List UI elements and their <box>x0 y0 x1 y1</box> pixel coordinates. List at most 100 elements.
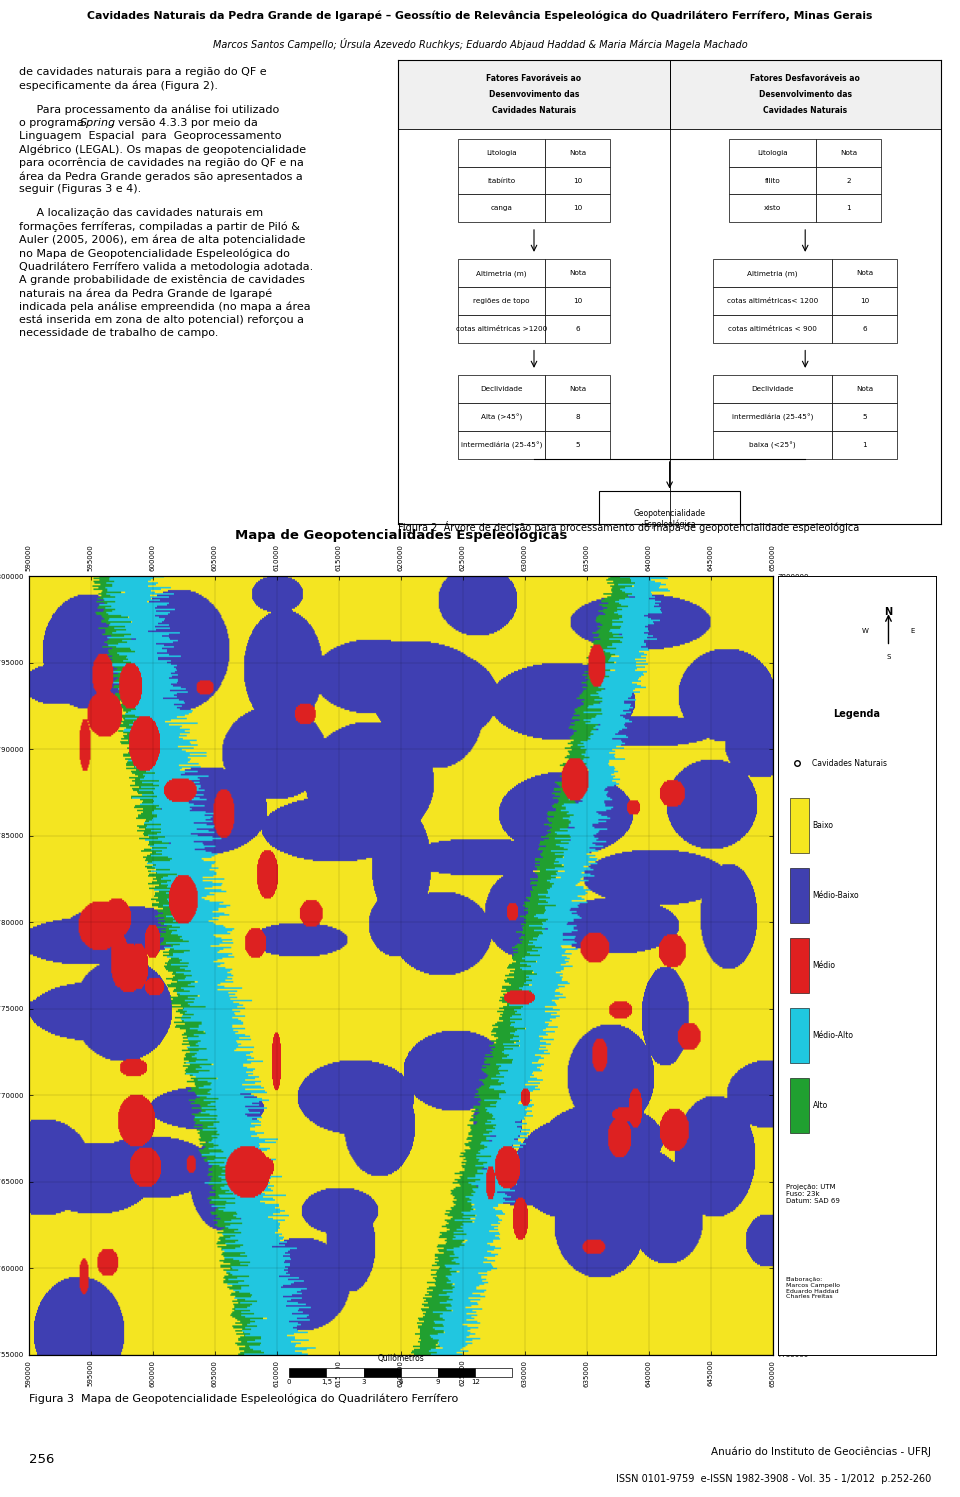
Text: W: W <box>861 627 868 633</box>
Text: ISSN 0101-9759  e-ISSN 1982-3908 - Vol. 35 - 1/2012  p.252-260: ISSN 0101-9759 e-ISSN 1982-3908 - Vol. 3… <box>616 1475 931 1485</box>
Bar <box>458 139 545 166</box>
Text: Elaboração:
Marcos Campello
Eduardo Haddad
Charles Freitas: Elaboração: Marcos Campello Eduardo Hadd… <box>785 1277 839 1299</box>
Text: S: S <box>886 654 891 660</box>
Bar <box>458 287 545 314</box>
Bar <box>475 1368 513 1377</box>
Text: Para processamento da análise foi utilizado: Para processamento da análise foi utiliz… <box>19 105 279 115</box>
Bar <box>289 1368 326 1377</box>
Bar <box>545 403 610 431</box>
Bar <box>458 403 545 431</box>
Text: Nota: Nota <box>569 271 586 277</box>
Text: indicada pela análise empreendida (no mapa a área: indicada pela análise empreendida (no ma… <box>19 301 311 311</box>
Text: Altimetria (m): Altimetria (m) <box>748 269 798 277</box>
Text: 3: 3 <box>361 1379 366 1385</box>
Bar <box>816 139 881 166</box>
Text: Quadrilátero Ferrífero valida a metodologia adotada.: Quadrilátero Ferrífero valida a metodolo… <box>19 262 314 272</box>
Bar <box>832 314 898 343</box>
Text: Spring: Spring <box>81 118 116 127</box>
Text: 12: 12 <box>470 1379 480 1385</box>
Text: regiões de topo: regiões de topo <box>473 298 530 304</box>
Text: seguir (Figuras 3 e 4).: seguir (Figuras 3 e 4). <box>19 184 141 195</box>
Bar <box>545 166 610 195</box>
Text: Nota: Nota <box>856 271 874 277</box>
Text: 5: 5 <box>575 442 580 448</box>
Text: , versão 4.3.3 por meio da: , versão 4.3.3 por meio da <box>110 118 257 127</box>
Bar <box>326 1368 364 1377</box>
Bar <box>398 60 669 130</box>
Text: 6: 6 <box>398 1379 403 1385</box>
Bar <box>401 1368 438 1377</box>
Text: intermediária (25-45°): intermediária (25-45°) <box>732 413 813 421</box>
Text: naturais na área da Pedra Grande de Igarapé: naturais na área da Pedra Grande de Igar… <box>19 287 273 298</box>
Text: 2: 2 <box>847 178 851 184</box>
Bar <box>816 195 881 223</box>
Text: Cavidades Naturais: Cavidades Naturais <box>763 106 848 115</box>
Text: Fatores Desfavoráveis ao: Fatores Desfavoráveis ao <box>751 73 860 82</box>
Text: Desenvolvimento das: Desenvolvimento das <box>758 90 852 99</box>
Text: baixa (<25°): baixa (<25°) <box>750 442 796 449</box>
Bar <box>545 376 610 403</box>
Text: 5: 5 <box>862 415 867 421</box>
Text: Auler (2005, 2006), em área de alta potencialidade: Auler (2005, 2006), em área de alta pote… <box>19 235 305 246</box>
Bar <box>713 431 832 460</box>
Bar <box>545 287 610 314</box>
Text: 6: 6 <box>862 326 867 332</box>
Text: 0: 0 <box>287 1379 292 1385</box>
Text: especificamente da área (Figura 2).: especificamente da área (Figura 2). <box>19 81 218 91</box>
Text: Cavidades Naturais: Cavidades Naturais <box>492 106 576 115</box>
Bar <box>599 491 740 546</box>
Bar <box>545 139 610 166</box>
Bar <box>730 166 816 195</box>
Text: Desenvovimento das: Desenvovimento das <box>489 90 579 99</box>
Text: Alto: Alto <box>812 1102 828 1111</box>
Text: Figura 3  Mapa de Geopotencialidade Espeleológica do Quadrilátero Ferrífero: Figura 3 Mapa de Geopotencialidade Espel… <box>29 1394 458 1404</box>
Text: formações ferríferas, compiladas a partir de Piló &: formações ferríferas, compiladas a parti… <box>19 222 300 232</box>
Text: filito: filito <box>765 178 780 184</box>
Text: Litologia: Litologia <box>486 150 516 156</box>
Text: 10: 10 <box>860 298 870 304</box>
Text: 10: 10 <box>573 205 582 211</box>
Bar <box>713 403 832 431</box>
Text: Baixo: Baixo <box>812 820 833 829</box>
Text: Figura 2  Árvore de decisão para processamento do mapa de geopotencialidade espe: Figura 2 Árvore de decisão para processa… <box>398 521 859 533</box>
Text: Nota: Nota <box>569 150 586 156</box>
Bar <box>790 1078 809 1133</box>
Text: 1,5: 1,5 <box>321 1379 332 1385</box>
Bar <box>458 431 545 460</box>
Bar <box>364 1368 401 1377</box>
Text: no Mapa de Geopotencialidade Espeleológica do: no Mapa de Geopotencialidade Espeleológi… <box>19 249 290 259</box>
Text: Médio: Médio <box>812 961 835 970</box>
Bar <box>790 868 809 922</box>
Bar <box>832 287 898 314</box>
Bar <box>545 314 610 343</box>
Bar <box>458 314 545 343</box>
Text: Algébrico (LEGAL). Os mapas de geopotencialidade: Algébrico (LEGAL). Os mapas de geopotenc… <box>19 144 306 154</box>
Text: Marcos Santos Campello; Úrsula Azevedo Ruchkys; Eduardo Abjaud Haddad & Maria Má: Marcos Santos Campello; Úrsula Azevedo R… <box>212 37 748 49</box>
Bar <box>832 259 898 287</box>
Text: Alta (>45°): Alta (>45°) <box>481 413 522 421</box>
Bar <box>713 287 832 314</box>
Bar <box>832 431 898 460</box>
Text: área da Pedra Grande gerados são apresentados a: área da Pedra Grande gerados são apresen… <box>19 171 303 181</box>
Text: Anuário do Instituto de Geociências - UFRJ: Anuário do Instituto de Geociências - UF… <box>711 1446 931 1457</box>
Text: Linguagem  Espacial  para  Geoprocessamento: Linguagem Espacial para Geoprocessamento <box>19 132 281 141</box>
Bar <box>458 259 545 287</box>
Text: de cavidades naturais para a região do QF e: de cavidades naturais para a região do Q… <box>19 67 267 78</box>
Text: 10: 10 <box>573 178 582 184</box>
Title: Mapa de Geopotencialidades Espeleológicas: Mapa de Geopotencialidades Espeleológica… <box>234 528 567 542</box>
Bar <box>545 259 610 287</box>
Text: N: N <box>884 608 893 617</box>
Bar <box>730 139 816 166</box>
Text: canga: canga <box>491 205 513 211</box>
Text: 9: 9 <box>436 1379 441 1385</box>
Bar <box>438 1368 475 1377</box>
Bar <box>545 431 610 460</box>
Text: Cavidades Naturais da Pedra Grande de Igarapé – Geossítio de Relevância Espeleol: Cavidades Naturais da Pedra Grande de Ig… <box>87 10 873 21</box>
Bar <box>790 1009 809 1063</box>
Text: 1: 1 <box>847 205 851 211</box>
Text: Declividade: Declividade <box>480 386 522 392</box>
Text: Cavidades Naturais: Cavidades Naturais <box>812 759 887 768</box>
Bar <box>816 166 881 195</box>
Bar <box>713 314 832 343</box>
Bar <box>832 376 898 403</box>
